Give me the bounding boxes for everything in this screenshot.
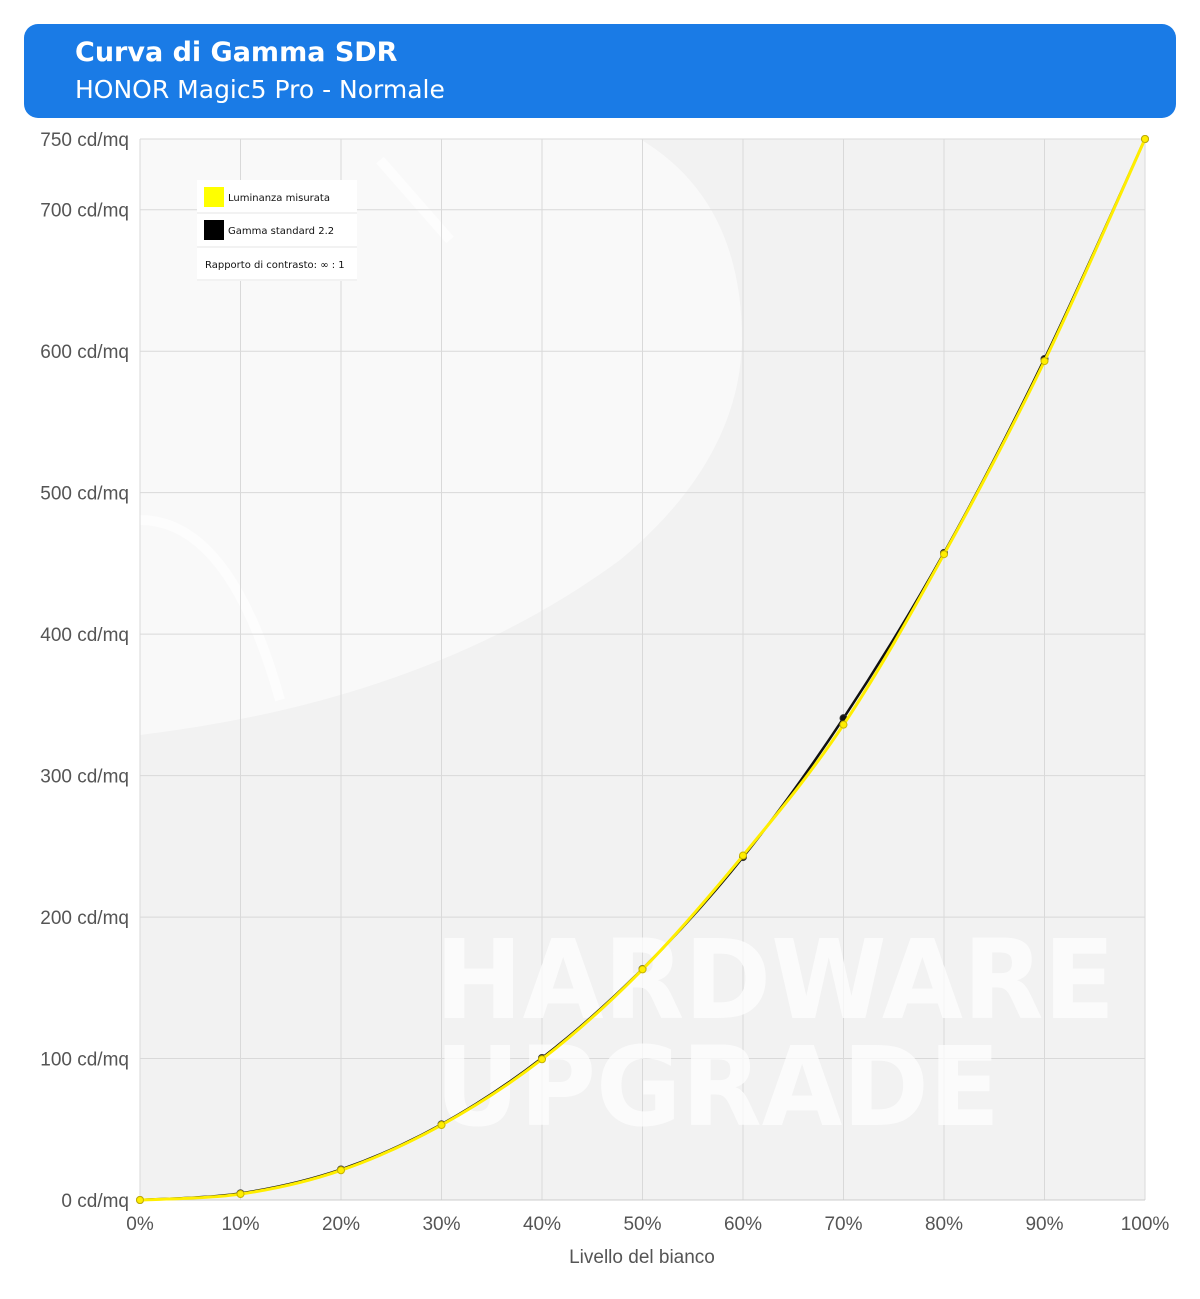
data-point xyxy=(940,550,948,559)
chart-subtitle: HONOR Magic5 Pro - Normale xyxy=(75,75,445,104)
chart-title: Curva di Gamma SDR xyxy=(75,37,398,68)
x-tick-label: 30% xyxy=(422,1214,460,1235)
x-tick-label: 60% xyxy=(724,1214,762,1235)
y-tick-label: 400 cd/mq xyxy=(40,625,129,646)
data-point xyxy=(437,1121,446,1130)
y-axis-ticks: 0 cd/mq 100 cd/mq 200 cd/mq 300 cd/mq 400 cd… xyxy=(40,130,129,1212)
legend-contrast-ratio: Rapporto di contrasto: ∞ : 1 xyxy=(205,260,345,271)
x-tick-label: 10% xyxy=(221,1214,259,1235)
data-point xyxy=(638,965,647,974)
data-point xyxy=(1040,357,1049,366)
legend-swatch-measured xyxy=(204,187,224,207)
x-axis-ticks: 0% 10% 20% 30% 40% 50% 60% 70% 80% 90% 100% xyxy=(126,1214,1169,1235)
legend-label-measured: Luminanza misurata xyxy=(228,193,330,204)
watermark: HARDWARE UPGRADE xyxy=(435,916,1115,1151)
watermark-line-1: HARDWARE xyxy=(435,916,1115,1044)
x-tick-label: 40% xyxy=(523,1214,561,1235)
x-tick-label: 50% xyxy=(623,1214,661,1235)
data-point xyxy=(1141,135,1149,143)
x-tick-label: 0% xyxy=(126,1214,154,1235)
x-tick-label: 80% xyxy=(925,1214,963,1235)
watermark-line-2: UPGRADE xyxy=(435,1023,1000,1151)
y-tick-label: 750 cd/mq xyxy=(40,130,129,151)
data-point xyxy=(236,1190,245,1199)
chart-header: Curva di Gamma SDR HONOR Magic5 Pro - No… xyxy=(24,24,1176,118)
grid-lines xyxy=(139,138,1146,1201)
data-point xyxy=(538,1055,546,1064)
y-tick-label: 700 cd/mq xyxy=(40,201,129,222)
x-tick-label: 90% xyxy=(1025,1214,1063,1235)
data-point xyxy=(136,1196,144,1204)
series-measured-luminance xyxy=(136,135,1149,1204)
y-tick-label: 300 cd/mq xyxy=(40,767,129,788)
data-point xyxy=(739,851,747,860)
y-tick-label: 200 cd/mq xyxy=(40,908,129,929)
legend-label-standard: Gamma standard 2.2 xyxy=(228,226,334,237)
series-layer xyxy=(136,135,1149,1204)
data-point xyxy=(337,1166,345,1175)
x-tick-label: 70% xyxy=(824,1214,862,1235)
legend-swatch-standard xyxy=(204,220,224,240)
y-tick-label: 100 cd/mq xyxy=(40,1050,129,1071)
y-tick-label: 0 cd/mq xyxy=(61,1191,129,1212)
x-tick-label: 100% xyxy=(1121,1214,1170,1235)
legend: Luminanza misurata Gamma standard 2.2 Ra… xyxy=(197,180,357,281)
y-tick-label: 600 cd/mq xyxy=(40,342,129,363)
x-tick-label: 20% xyxy=(322,1214,360,1235)
x-axis-label: Livello del bianco xyxy=(569,1247,715,1268)
y-tick-label: 500 cd/mq xyxy=(40,484,129,505)
data-point xyxy=(839,720,848,729)
